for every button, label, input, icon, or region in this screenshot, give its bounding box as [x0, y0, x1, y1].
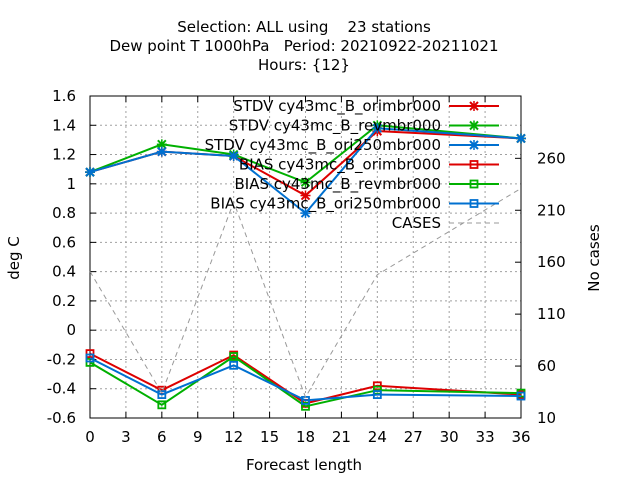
axes: 0 3 6 9 12 15 18 21 24 27 30 33 36-0.6-0.4-0.200.20.… [47, 87, 566, 446]
data-point [157, 400, 167, 410]
legend-label: CASES [392, 214, 441, 232]
y-tick-label: -0.2 [47, 350, 76, 368]
legend-marker [469, 199, 479, 208]
data-point [300, 190, 311, 201]
legend-label: STDV cy43mc_B_ori250mbr000 [205, 136, 441, 155]
series-line [89, 355, 522, 408]
x-tick-label: 3 [121, 428, 131, 446]
series-line [89, 357, 522, 402]
series-line [89, 352, 522, 405]
data-point [372, 123, 383, 134]
x-tick-label: 24 [368, 428, 387, 446]
data-point [85, 353, 95, 363]
y-tick-label: -0.4 [47, 380, 76, 398]
x-tick-label: 30 [440, 428, 459, 446]
y2-axis-label: No cases [585, 224, 603, 292]
y-tick-label: 0 [66, 321, 76, 339]
data-point [228, 151, 239, 162]
data-point [229, 360, 239, 370]
x-tick-label: 18 [296, 428, 315, 446]
data-point [372, 390, 382, 399]
legend-marker [469, 179, 479, 189]
series-2 [85, 123, 526, 219]
y2-tick-label: 160 [537, 253, 566, 271]
title-line-3: Hours: {12} [258, 56, 350, 74]
y-tick-label: 0.4 [52, 263, 76, 281]
grid-lines [90, 96, 521, 418]
series-line [89, 187, 522, 399]
series-line [89, 127, 522, 215]
x-axis-label: Forecast length [246, 456, 362, 474]
y2-tick-label: 10 [537, 409, 556, 427]
legend-label: STDV cy43mc_B_orimbr000 [233, 97, 441, 116]
legend-marker [469, 120, 479, 131]
y-tick-label: -0.6 [47, 409, 76, 427]
legend-entry-1: STDV cy43mc_B_revmbr000 [229, 117, 499, 136]
legend-label: BIAS cy43mc_B_ori250mbr000 [210, 195, 441, 214]
y-tick-label: 1.4 [52, 116, 76, 134]
x-tick-label: 9 [193, 428, 203, 446]
data-point [516, 391, 526, 401]
y2-tick-label: 210 [537, 201, 566, 219]
y-tick-label: 1 [66, 175, 76, 193]
legend-label: BIAS cy43mc_B_orimbr000 [239, 156, 441, 175]
y2-tick-label: 110 [537, 305, 566, 323]
x-tick-label: 36 [511, 428, 530, 446]
x-tick-label: 12 [224, 428, 243, 446]
title-line-1: Selection: ALL using 23 stations [177, 18, 431, 36]
legend-label: STDV cy43mc_B_revmbr000 [229, 117, 441, 136]
legend-entry-6: CASES [392, 214, 499, 232]
legend-entry-3: BIAS cy43mc_B_orimbr000 [239, 156, 499, 175]
legend-entry-2: STDV cy43mc_B_ori250mbr000 [205, 136, 499, 155]
legend-entry-4: BIAS cy43mc_B_revmbr000 [235, 175, 499, 194]
legend-label: BIAS cy43mc_B_revmbr000 [235, 175, 442, 194]
legend-marker [469, 101, 479, 111]
data-point [156, 146, 167, 157]
data-point [229, 352, 239, 361]
data-point [516, 133, 526, 144]
y-tick-label: 1.2 [52, 146, 76, 164]
chart-title: Selection: ALL using 23 stations Dew poi… [109, 18, 498, 74]
legend-marker [469, 140, 479, 150]
y-tick-label: 0.6 [52, 233, 76, 251]
legend-marker [469, 160, 479, 169]
x-tick-label: 33 [476, 428, 495, 446]
y-tick-label: 0.2 [52, 292, 76, 310]
title-line-2: Dew point T 1000hPa Period: 20210922-202… [109, 37, 498, 55]
data-point [301, 401, 310, 411]
y2-tick-label: 60 [537, 357, 556, 375]
y2-tick-label: 260 [537, 149, 566, 167]
series-5 [85, 353, 526, 405]
legend-entry-0: STDV cy43mc_B_orimbr000 [233, 97, 499, 116]
y-axis-label: deg C [5, 236, 23, 280]
legend-entry-5: BIAS cy43mc_B_ori250mbr000 [210, 195, 499, 214]
x-tick-label: 21 [332, 428, 351, 446]
series-6 [89, 187, 522, 399]
data-point [300, 177, 311, 188]
data-point [300, 208, 311, 219]
data-point [157, 390, 167, 399]
x-tick-label: 0 [85, 428, 95, 446]
x-tick-label: 6 [157, 428, 167, 446]
series-line [89, 124, 522, 184]
x-tick-label: 15 [260, 428, 279, 446]
y-tick-label: 0.8 [52, 204, 76, 222]
series-layer [85, 120, 526, 411]
y-tick-label: 1.6 [52, 87, 76, 105]
x-tick-label: 27 [404, 428, 423, 446]
data-point [85, 167, 95, 178]
